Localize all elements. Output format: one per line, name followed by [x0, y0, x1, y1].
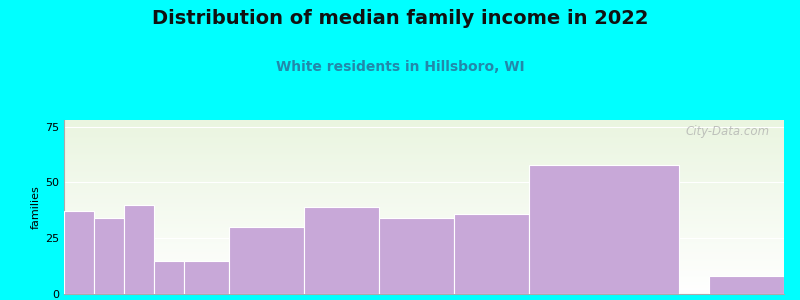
Bar — [379, 218, 454, 294]
Bar — [184, 260, 229, 294]
Bar — [709, 276, 784, 294]
Bar — [304, 207, 379, 294]
Text: White residents in Hillsboro, WI: White residents in Hillsboro, WI — [276, 60, 524, 74]
Bar — [94, 218, 124, 294]
Bar — [229, 227, 304, 294]
Text: Distribution of median family income in 2022: Distribution of median family income in … — [152, 9, 648, 28]
Y-axis label: families: families — [31, 185, 41, 229]
Bar — [154, 260, 184, 294]
Bar — [124, 205, 154, 294]
Bar — [529, 165, 679, 294]
Bar — [454, 214, 529, 294]
Bar — [64, 212, 94, 294]
Text: City-Data.com: City-Data.com — [686, 125, 770, 138]
